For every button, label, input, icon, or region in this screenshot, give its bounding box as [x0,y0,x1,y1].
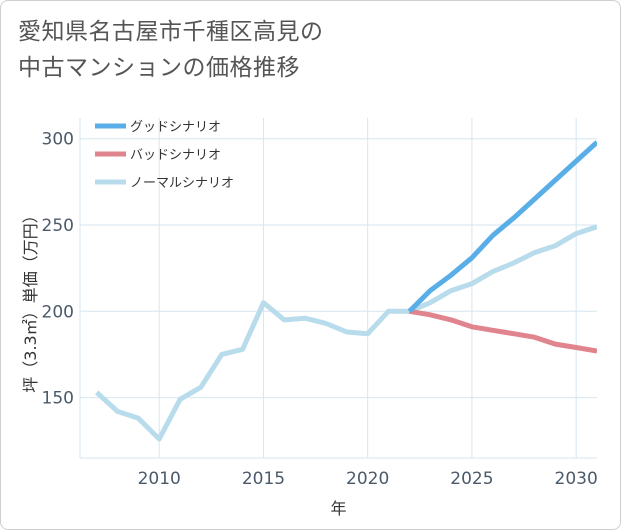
y-tick-label: 150 [42,389,74,409]
x-axis-title: 年 [330,499,346,518]
plot-area [79,118,597,459]
x-tick-label: 2020 [346,469,389,489]
legend-label: バッドシナリオ [130,148,221,163]
series-line-2 [95,224,597,442]
x-tick-label: 2010 [138,469,181,489]
chart-title: 愛知県名古屋市千種区高見の 中古マンションの価格推移 [18,14,324,86]
grid [80,118,597,458]
y-tick-label: 250 [42,216,74,236]
series-lines [95,140,597,442]
tick-labels: 2010 2015 2020 2025 2030 150 200 250 300 [42,130,598,489]
series-line-1 [408,308,597,354]
y-tick-label: 300 [42,130,74,150]
y-tick-label: 200 [42,302,74,322]
x-tick-label: 2030 [555,469,598,489]
chart-title-line-1: 愛知県名古屋市千種区高見の [18,19,324,45]
y-axis-title: 坪（3.3㎡）単価（万円） [21,207,40,392]
legend-label: グッドシナリオ [130,120,221,135]
series-line-0 [407,140,597,314]
x-tick-label: 2015 [242,469,285,489]
chart-title-line-2: 中古マンションの価格推移 [18,55,300,81]
x-tick-label: 2025 [450,469,493,489]
legend-label: ノーマルシナリオ [130,176,234,191]
